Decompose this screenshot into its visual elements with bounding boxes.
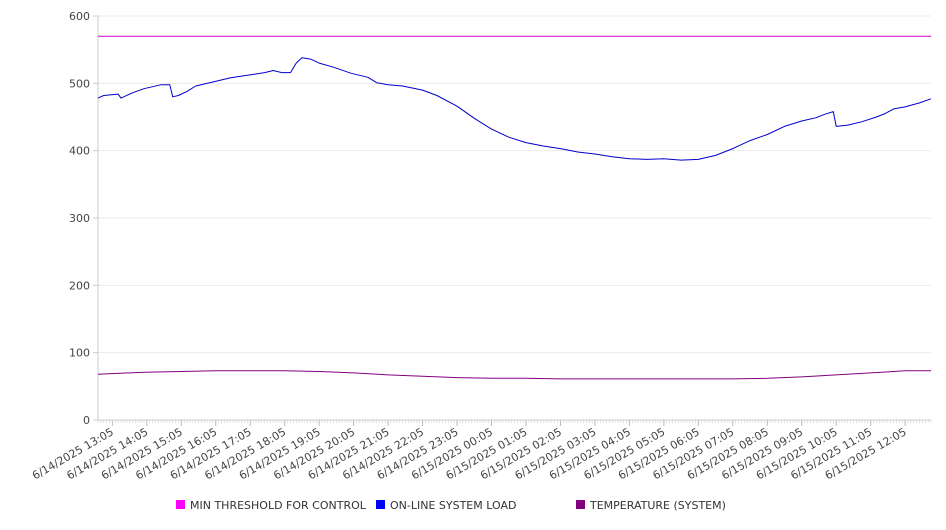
series-lines bbox=[97, 35, 932, 380]
legend-label-1: ON-LINE SYSTEM LOAD bbox=[390, 499, 516, 512]
y-tick-label-200: 200 bbox=[69, 279, 90, 292]
x-axis-tick-labels: 6/14/2025 13:056/14/2025 14:056/14/2025 … bbox=[30, 425, 909, 482]
legend-label-0: MIN THRESHOLD FOR CONTROL bbox=[190, 499, 367, 512]
legend-swatch-1 bbox=[376, 500, 385, 509]
axes bbox=[93, 15, 932, 426]
y-tick-label-300: 300 bbox=[69, 212, 90, 225]
grid bbox=[98, 15, 931, 354]
series-line-2 bbox=[97, 370, 931, 380]
legend-label-2: TEMPERATURE (SYSTEM) bbox=[589, 499, 726, 512]
legend-swatch-2 bbox=[576, 500, 585, 509]
legend-swatch-0 bbox=[176, 500, 185, 509]
series-line-1 bbox=[97, 57, 932, 161]
y-tick-label-500: 500 bbox=[69, 77, 90, 90]
y-tick-label-600: 600 bbox=[69, 10, 90, 23]
y-tick-label-100: 100 bbox=[69, 347, 90, 360]
legend: MIN THRESHOLD FOR CONTROL ON-LINE SYSTEM … bbox=[176, 499, 726, 512]
y-axis-tick-labels: 0 100 200 300 400 500 600 bbox=[69, 10, 90, 427]
y-tick-label-400: 400 bbox=[69, 145, 90, 158]
y-tick-label-0: 0 bbox=[83, 414, 90, 427]
